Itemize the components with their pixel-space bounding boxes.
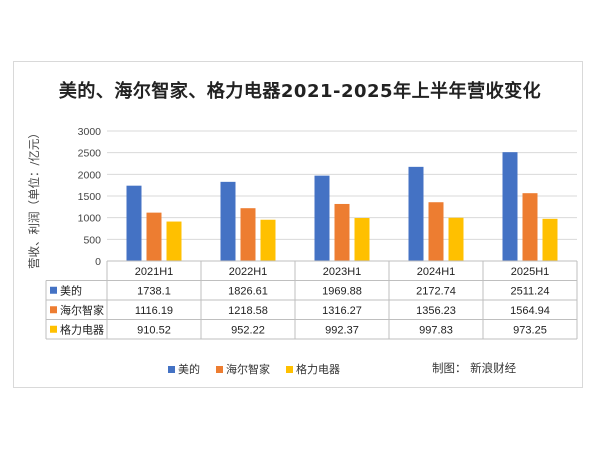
table-cell-0-3: 2172.74 — [416, 285, 456, 297]
table-cell-0-2: 1969.88 — [322, 285, 362, 297]
x-tick-label-2023H1: 2023H1 — [323, 266, 362, 278]
table-cell-2-4: 973.25 — [513, 324, 547, 336]
legend-item-haier: 海尔智家 — [216, 361, 270, 377]
legend-label-gree: 格力电器 — [296, 363, 340, 376]
legend-item-gree: 格力电器 — [286, 361, 340, 377]
bar-2-2024H1 — [448, 217, 464, 261]
y-tick-label-2000: 2000 — [78, 169, 102, 181]
bar-2-2022H1 — [260, 219, 276, 261]
y-tick-label-500: 500 — [83, 234, 101, 246]
legend-label-midea: 美的 — [178, 363, 200, 376]
bar-1-2024H1 — [428, 202, 444, 261]
bar-1-2025H1 — [522, 193, 538, 261]
bar-2-2025H1 — [542, 218, 558, 261]
legend-swatch-gree — [286, 365, 293, 373]
table-cell-2-3: 997.83 — [419, 324, 453, 336]
y-tick-label-3000: 3000 — [78, 126, 102, 138]
table-cell-1-0: 1116.19 — [135, 305, 173, 317]
y-tick-label-1000: 1000 — [78, 213, 102, 225]
table-cell-0-0: 1738.1 — [137, 285, 171, 297]
bar-2-2021H1 — [166, 221, 182, 261]
table-swatch-2 — [50, 325, 57, 333]
bar-0-2022H1 — [220, 181, 236, 261]
x-tick-label-2022H1: 2022H1 — [229, 266, 268, 278]
bar-0-2021H1 — [126, 185, 142, 261]
table-row-label-1: 海尔智家 — [60, 303, 104, 317]
table-cell-2-2: 992.37 — [325, 324, 359, 336]
x-tick-label-2024H1: 2024H1 — [417, 266, 456, 278]
table-cell-2-0: 910.52 — [137, 324, 171, 336]
bar-2-2023H1 — [354, 217, 370, 261]
x-tick-label-2025H1: 2025H1 — [511, 266, 550, 278]
table-row-label-2: 格力电器 — [60, 322, 104, 336]
chart-frame — [13, 61, 583, 388]
source-credit: 制图： 新浪财经 — [432, 361, 517, 375]
y-tick-label-1500: 1500 — [78, 191, 102, 203]
table-cell-0-4: 2511.24 — [511, 285, 550, 297]
table-swatch-0 — [50, 286, 57, 294]
bar-1-2022H1 — [240, 208, 256, 261]
y-tick-label-0: 0 — [95, 256, 101, 268]
table-cell-0-1: 1826.61 — [228, 285, 268, 297]
legend-item-midea: 美的 — [168, 361, 200, 377]
bar-0-2024H1 — [408, 166, 424, 261]
y-tick-label-2500: 2500 — [78, 148, 102, 160]
table-cell-2-1: 952.22 — [231, 324, 265, 336]
table-row-label-0: 美的 — [60, 283, 82, 297]
table-cell-1-2: 1316.27 — [322, 305, 362, 317]
table-cell-1-3: 1356.23 — [416, 305, 456, 317]
legend: 美的 海尔智家 格力电器 — [168, 361, 340, 377]
table-swatch-1 — [50, 306, 57, 314]
table-cell-1-4: 1564.94 — [510, 305, 550, 317]
bar-1-2021H1 — [146, 212, 162, 261]
legend-swatch-midea — [168, 365, 175, 373]
x-tick-label-2021H1: 2021H1 — [135, 266, 174, 278]
bar-0-2023H1 — [314, 175, 330, 261]
legend-label-haier: 海尔智家 — [226, 363, 270, 376]
bar-0-2025H1 — [502, 152, 518, 261]
bar-1-2023H1 — [334, 203, 350, 261]
legend-swatch-haier — [216, 365, 223, 373]
chart-title: 美的、海尔智家、格力电器2021-2025年上半年营收变化 — [58, 81, 542, 102]
table-cell-1-1: 1218.58 — [228, 305, 268, 317]
